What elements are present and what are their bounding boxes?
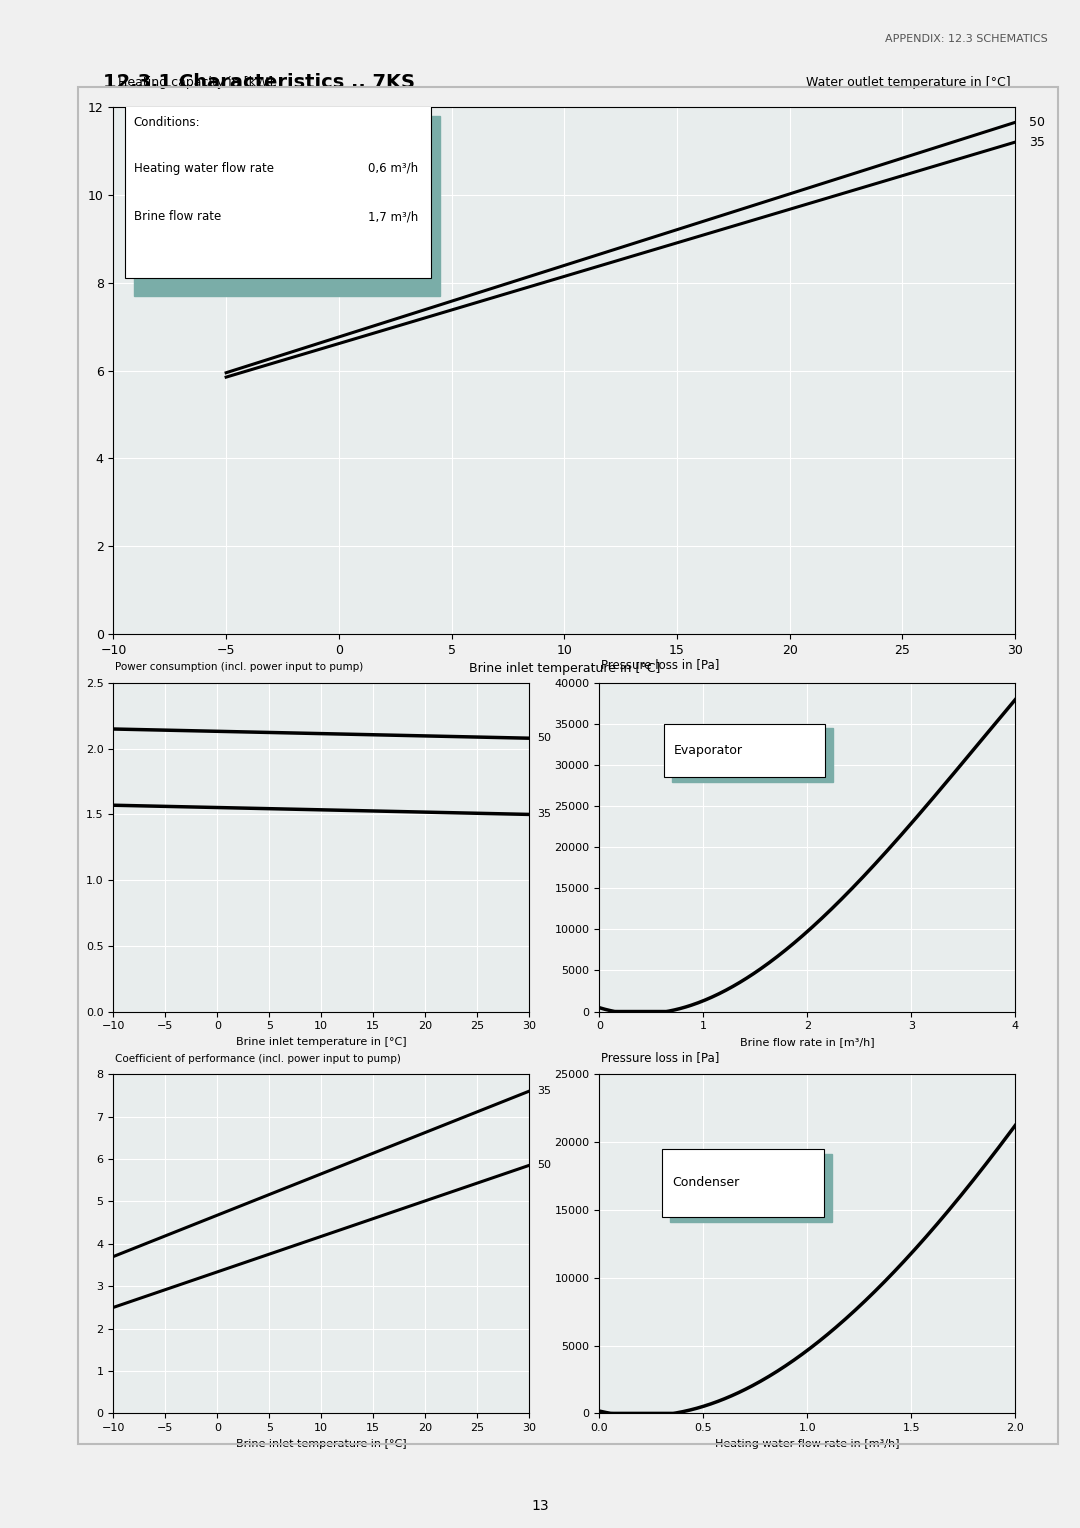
Text: Conditions:: Conditions: xyxy=(134,116,200,128)
Bar xyxy=(670,1154,833,1222)
Text: 35: 35 xyxy=(538,1086,552,1096)
Bar xyxy=(134,116,441,296)
X-axis label: Heating water flow rate in [m³/h]: Heating water flow rate in [m³/h] xyxy=(715,1439,900,1449)
Text: 35: 35 xyxy=(1029,136,1044,148)
Text: Pressure loss in [Pa]: Pressure loss in [Pa] xyxy=(602,659,720,671)
Text: Heating water flow rate: Heating water flow rate xyxy=(134,162,273,174)
Bar xyxy=(664,724,825,778)
Text: 1,7 m³/h: 1,7 m³/h xyxy=(368,211,418,223)
Text: 13: 13 xyxy=(531,1499,549,1513)
Bar xyxy=(124,98,431,278)
Text: 50: 50 xyxy=(1029,116,1044,128)
Text: Heating capacity in [kW]: Heating capacity in [kW] xyxy=(118,75,273,89)
Text: 35: 35 xyxy=(538,810,552,819)
Text: 0,6 m³/h: 0,6 m³/h xyxy=(368,162,418,174)
X-axis label: Brine flow rate in [m³/h]: Brine flow rate in [m³/h] xyxy=(740,1038,875,1047)
Text: Water outlet temperature in [°C]: Water outlet temperature in [°C] xyxy=(806,75,1011,89)
X-axis label: Brine inlet temperature in [°C]: Brine inlet temperature in [°C] xyxy=(237,1038,406,1047)
Bar xyxy=(662,1149,824,1216)
Text: Condenser: Condenser xyxy=(672,1177,740,1189)
Text: Power consumption (incl. power input to pump): Power consumption (incl. power input to … xyxy=(116,662,364,671)
Text: APPENDIX: 12.3 SCHEMATICS: APPENDIX: 12.3 SCHEMATICS xyxy=(885,34,1048,44)
Text: Coefficient of performance (incl. power input to pump): Coefficient of performance (incl. power … xyxy=(116,1054,402,1063)
Bar xyxy=(672,729,834,781)
Text: Brine flow rate: Brine flow rate xyxy=(134,211,221,223)
X-axis label: Brine inlet temperature in [°C]: Brine inlet temperature in [°C] xyxy=(237,1439,406,1449)
Text: 50: 50 xyxy=(538,1160,552,1170)
Text: Pressure loss in [Pa]: Pressure loss in [Pa] xyxy=(602,1051,720,1063)
Text: 50: 50 xyxy=(538,733,552,743)
Text: 12.3.1 Characteristics .. 7KS: 12.3.1 Characteristics .. 7KS xyxy=(103,73,415,92)
Text: Evaporator: Evaporator xyxy=(674,744,743,758)
X-axis label: Brine inlet temperature in [°C]: Brine inlet temperature in [°C] xyxy=(469,663,660,675)
